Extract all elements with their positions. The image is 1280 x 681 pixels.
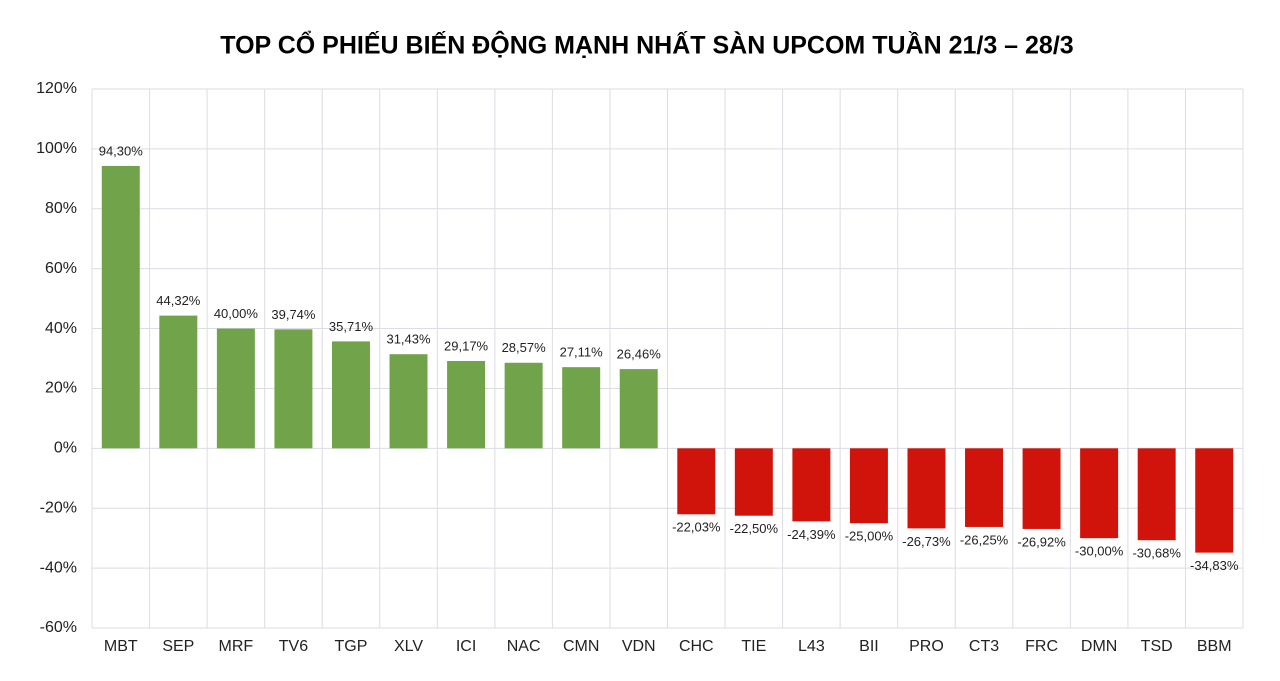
x-tick-label: SEP [162,638,194,655]
data-label: -26,92% [1017,534,1066,549]
x-tick-label: ICI [456,638,476,655]
data-label: 26,46% [617,347,662,362]
y-tick-label: -40% [40,559,77,576]
x-tick-label: MBT [104,638,138,655]
x-tick-label: TGP [335,638,368,655]
x-tick-label: MRF [219,638,254,655]
x-tick-label: TIE [741,638,766,655]
x-tick-label: L43 [798,638,825,655]
x-tick-label: PRO [909,638,944,655]
y-tick-label: 0% [54,440,77,457]
x-tick-label: TV6 [279,638,308,655]
y-tick-label: 120% [36,80,77,97]
x-tick-label: CT3 [969,638,999,655]
y-tick-label: -60% [40,619,77,636]
bar [965,448,1004,527]
bar [1080,448,1119,539]
data-label: -26,25% [960,532,1009,547]
data-label: 40,00% [214,306,259,321]
data-label: 31,43% [386,332,431,347]
data-label: 44,32% [156,293,201,308]
x-tick-label: FRC [1025,638,1058,655]
data-label: 94,30% [99,143,144,158]
bar [389,354,428,449]
bar [677,448,716,515]
bar [447,360,486,449]
bar [159,315,198,449]
data-label: 29,17% [444,338,489,353]
data-label: 35,71% [329,319,374,334]
bar [562,367,601,449]
bar [1022,448,1061,529]
y-tick-label: 20% [45,380,77,397]
x-tick-label: TSD [1141,638,1173,655]
data-label: -30,68% [1132,546,1181,561]
data-label: 39,74% [271,307,316,322]
bar [1137,448,1176,541]
x-tick-label: CMN [563,638,599,655]
data-label: -25,00% [845,529,894,544]
chart-title: TOP CỔ PHIẾU BIẾN ĐỘNG MẠNH NHẤT SÀN UPC… [220,30,1073,60]
x-tick-label: VDN [622,638,656,655]
bar [504,362,543,449]
data-label: -30,00% [1075,544,1124,559]
data-label: -22,03% [672,520,721,535]
x-tick-label: NAC [507,638,541,655]
bar [849,448,888,524]
y-tick-label: 40% [45,320,77,337]
y-tick-label: 80% [45,200,77,217]
y-tick-label: 60% [45,260,77,277]
bar [792,448,831,522]
x-tick-label: XLV [394,638,423,655]
x-tick-label: BBM [1197,638,1232,655]
data-label: -22,50% [730,521,779,536]
x-tick-label: DMN [1081,638,1117,655]
bar [331,341,370,449]
data-label: 27,11% [560,345,604,360]
bar [101,165,140,449]
data-label: -26,73% [902,534,951,549]
y-tick-label: -20% [40,499,77,516]
data-label: -34,83% [1190,558,1239,573]
data-label: 28,57% [502,340,547,355]
bar [619,369,658,449]
y-tick-label: 100% [36,140,77,157]
data-label: -24,39% [787,527,836,542]
bar [274,329,313,449]
bar [1195,448,1234,553]
bar [734,448,773,516]
bar [907,448,946,529]
bar [216,328,255,449]
x-tick-label: CHC [679,638,714,655]
x-tick-label: BII [859,638,879,655]
